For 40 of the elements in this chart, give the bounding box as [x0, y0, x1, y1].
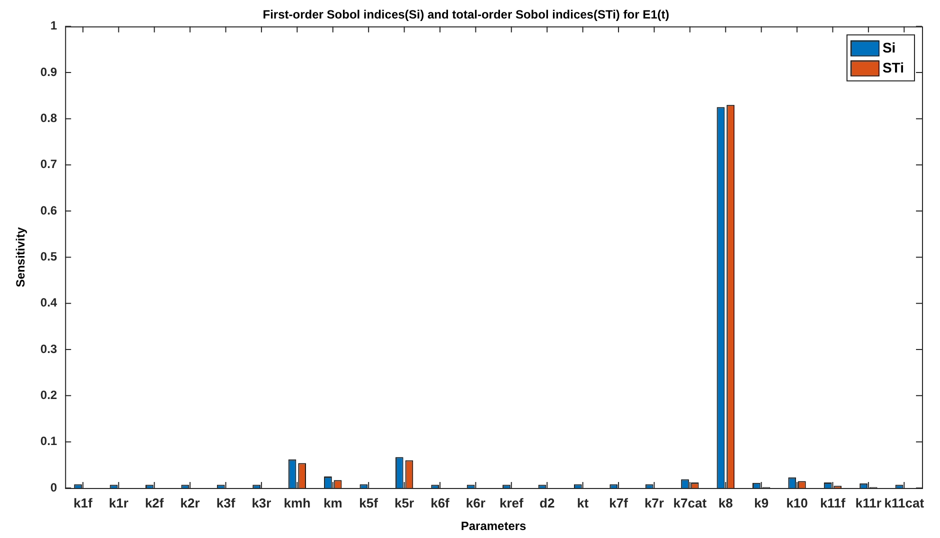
y-tick-label: 0.9	[40, 64, 58, 79]
x-axis-title: Parameters	[460, 519, 527, 534]
x-tick-label: k10	[786, 495, 808, 510]
x-tick-label: k6f	[430, 495, 450, 510]
y-tick-label: 0.5	[40, 250, 58, 264]
y-axis-title: Sensitivity	[14, 226, 28, 288]
x-tick-label: k6r	[466, 495, 486, 510]
x-tick-label: k3f	[216, 495, 236, 510]
x-tick-label: kref	[499, 495, 524, 510]
y-tick-label: 0.7	[40, 157, 58, 172]
y-tick-label: 0.3	[40, 342, 58, 356]
x-tick-label: k2r	[180, 495, 200, 510]
x-tick-label: k9	[754, 495, 769, 510]
x-tick-label: k2f	[144, 495, 164, 510]
x-tick-label: k11r	[855, 495, 882, 510]
y-tick-label: 0.4	[40, 296, 58, 310]
x-tick-label: k7f	[609, 495, 629, 510]
chart-title: First-order Sobol indices(Si) and total-order Sobol indices(STi) for E1(t)	[262, 8, 670, 22]
x-tick-label: k1r	[108, 495, 128, 510]
y-tick-label: 0.6	[40, 203, 58, 218]
x-tick-label: k1f	[74, 495, 93, 510]
legend-label: STi	[882, 59, 904, 76]
x-tick-label: k11f	[820, 495, 846, 510]
x-tick-label: k5r	[394, 495, 414, 510]
y-tick-label: 0.8	[40, 111, 58, 126]
x-tick-label: k8	[718, 495, 733, 510]
x-tick-label: kmh	[284, 495, 311, 510]
x-tick-label: k3r	[252, 495, 272, 510]
y-tick-label: 0.2	[40, 388, 58, 402]
y-tick-label: 0.1	[40, 434, 58, 448]
x-tick-label: k11cat	[884, 495, 925, 510]
x-tick-label: k5f	[359, 495, 379, 510]
x-tick-label: d2	[540, 495, 555, 510]
legend-label: Si	[882, 39, 896, 56]
x-tick-label: kt	[577, 495, 590, 510]
x-tick-label: km	[323, 495, 342, 510]
x-tick-label: k7cat	[673, 495, 708, 510]
y-tick-label: 0	[50, 480, 58, 494]
x-tick-label: k7r	[644, 495, 664, 510]
y-tick-label: 1	[50, 18, 58, 33]
